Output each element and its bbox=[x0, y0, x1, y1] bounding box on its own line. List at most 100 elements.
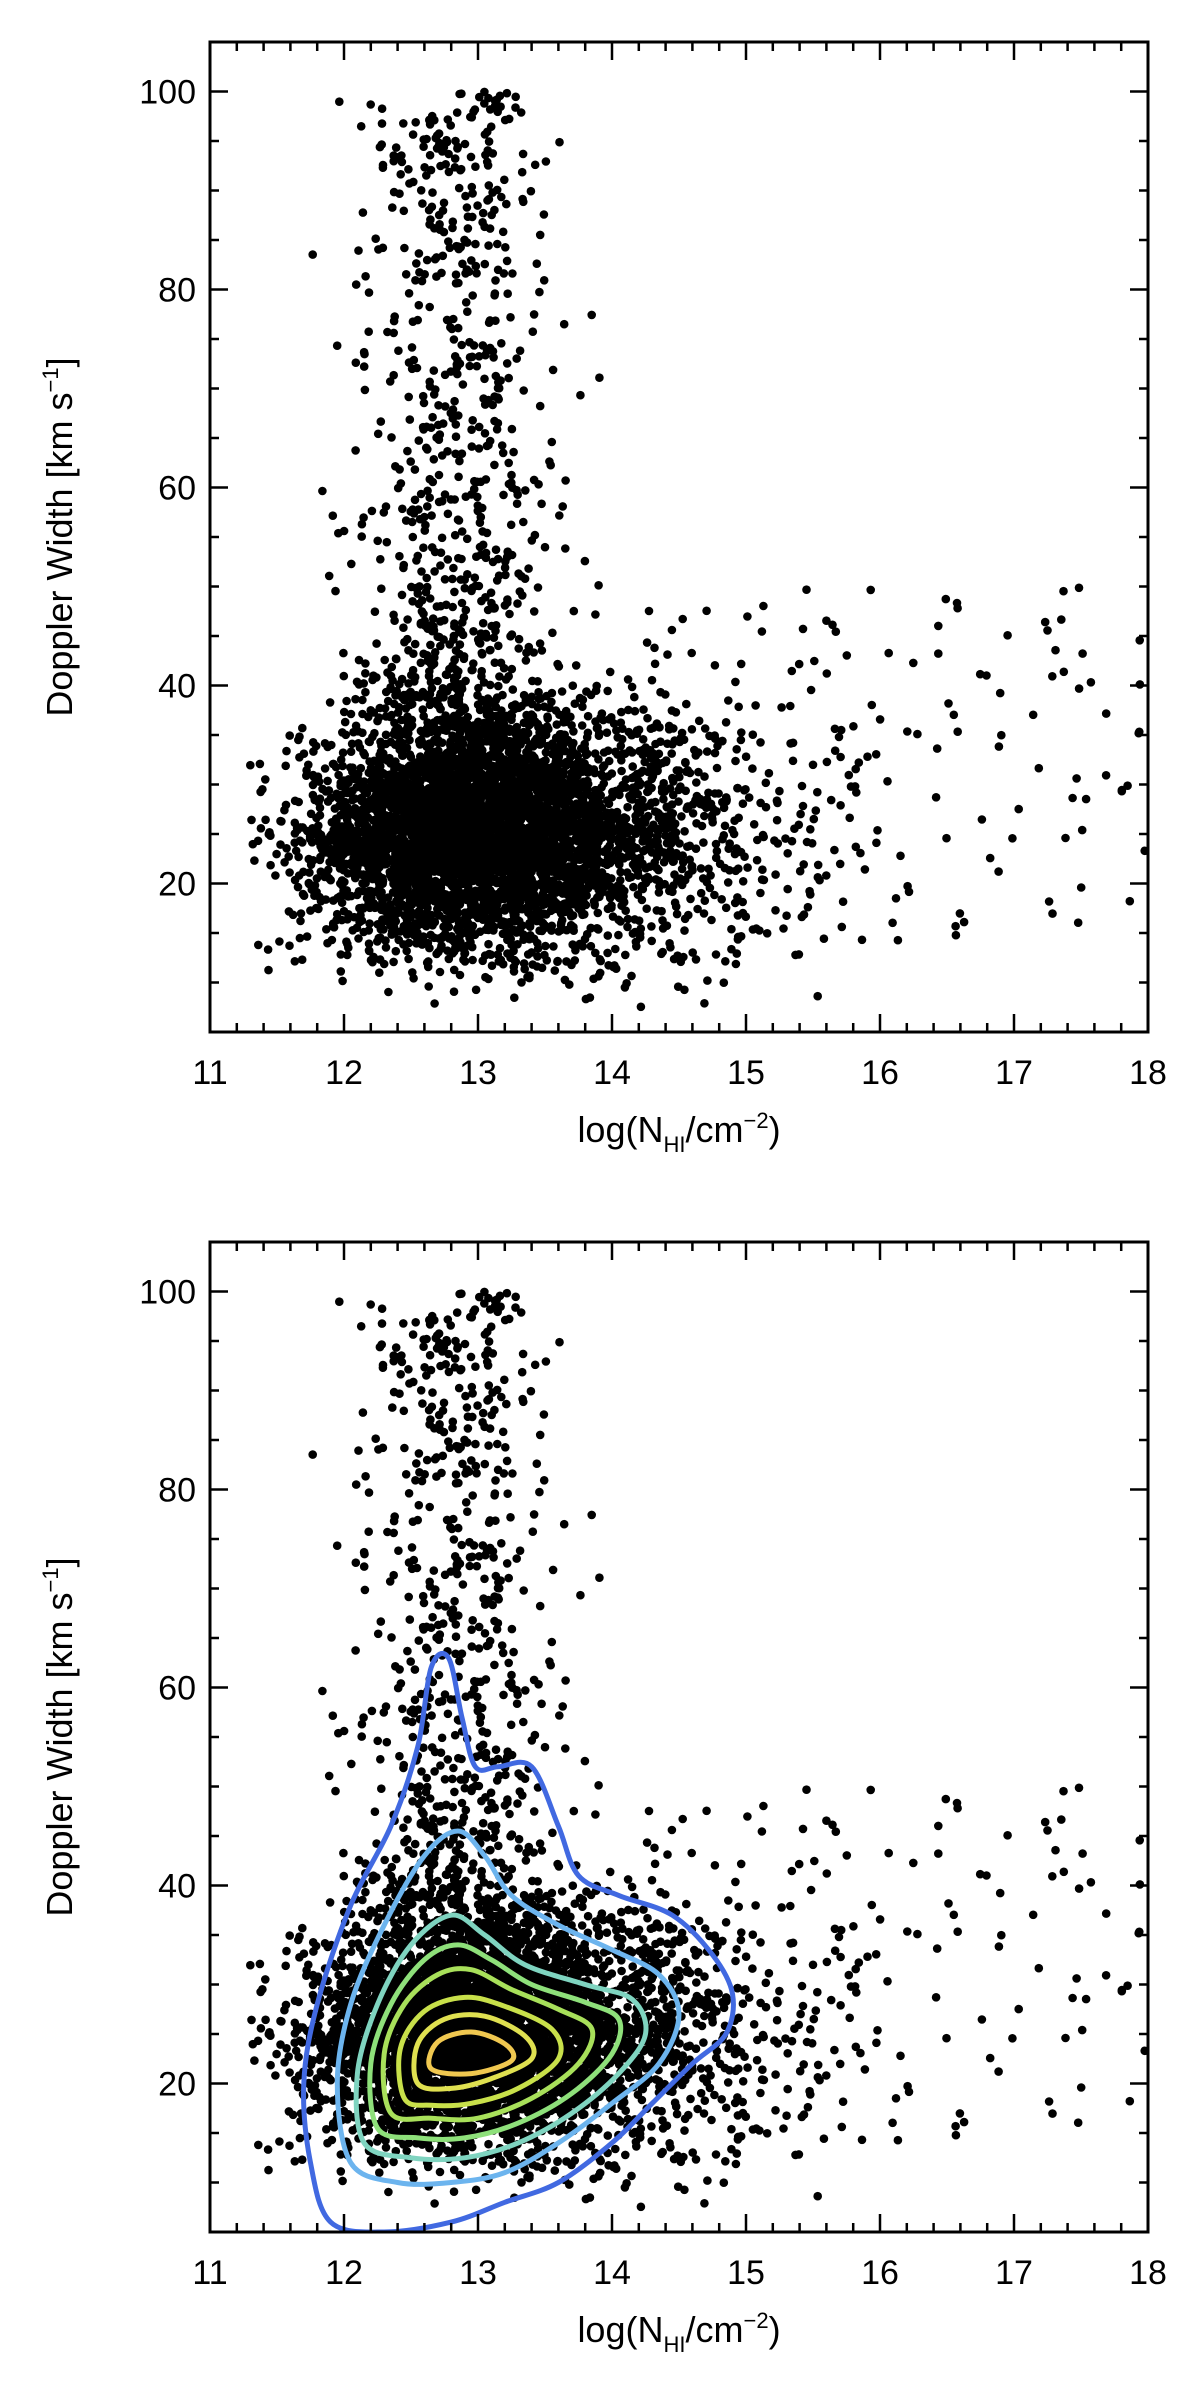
data-point bbox=[867, 700, 877, 710]
data-point bbox=[391, 811, 400, 821]
data-point bbox=[439, 635, 448, 644]
data-point bbox=[582, 733, 592, 742]
data-point bbox=[374, 713, 384, 722]
data-point bbox=[455, 456, 464, 466]
data-point bbox=[808, 760, 818, 770]
data-point bbox=[423, 502, 432, 511]
data-point bbox=[535, 230, 545, 240]
data-point bbox=[448, 574, 457, 584]
data-point bbox=[330, 804, 340, 813]
data-point bbox=[451, 420, 461, 429]
data-point bbox=[494, 681, 503, 691]
data-point bbox=[623, 675, 633, 684]
data-point bbox=[485, 645, 495, 655]
data-point bbox=[320, 764, 330, 773]
data-point bbox=[539, 276, 549, 285]
data-point bbox=[782, 911, 791, 920]
data-point bbox=[488, 188, 497, 197]
data-point bbox=[389, 957, 398, 967]
data-point bbox=[513, 599, 522, 608]
data-point bbox=[568, 681, 578, 690]
data-point bbox=[459, 654, 469, 664]
data-point bbox=[318, 784, 327, 794]
data-point bbox=[493, 722, 502, 732]
data-point bbox=[758, 830, 768, 840]
data-point bbox=[416, 489, 426, 499]
data-point bbox=[799, 860, 808, 869]
data-point bbox=[495, 943, 505, 953]
data-point bbox=[779, 924, 788, 933]
data-point bbox=[657, 817, 667, 827]
data-point bbox=[432, 272, 441, 281]
data-point bbox=[490, 416, 499, 426]
data-point bbox=[741, 752, 751, 761]
data-point bbox=[569, 606, 579, 616]
data-point bbox=[569, 776, 578, 785]
data-point bbox=[622, 979, 631, 988]
data-point bbox=[339, 671, 349, 681]
data-point bbox=[542, 884, 551, 894]
data-point bbox=[798, 624, 808, 634]
data-point bbox=[396, 170, 406, 179]
data-point bbox=[461, 191, 470, 201]
data-point bbox=[379, 508, 389, 517]
data-point bbox=[949, 710, 959, 720]
data-point bbox=[650, 643, 659, 653]
data-point bbox=[638, 735, 648, 744]
data-point bbox=[482, 157, 492, 167]
data-point bbox=[602, 728, 612, 737]
data-point bbox=[450, 396, 459, 406]
data-point bbox=[616, 867, 625, 877]
data-point bbox=[655, 723, 664, 732]
data-point bbox=[430, 224, 439, 233]
data-point bbox=[366, 776, 376, 786]
data-point bbox=[518, 194, 527, 204]
data-point bbox=[590, 899, 599, 909]
data-point bbox=[323, 776, 332, 786]
data-point bbox=[542, 956, 552, 965]
data-point bbox=[632, 942, 641, 951]
data-point bbox=[456, 626, 466, 636]
data-point bbox=[446, 121, 456, 130]
data-point bbox=[527, 692, 536, 702]
data-point bbox=[458, 380, 468, 389]
data-point bbox=[835, 859, 845, 869]
data-point bbox=[547, 921, 557, 931]
data-point bbox=[472, 269, 481, 278]
data-point bbox=[318, 486, 327, 496]
data-point bbox=[851, 842, 861, 852]
data-point bbox=[405, 750, 415, 759]
data-point bbox=[661, 831, 670, 840]
data-point bbox=[473, 492, 482, 502]
data-point bbox=[331, 762, 341, 772]
data-point bbox=[448, 217, 458, 226]
data-point bbox=[734, 702, 743, 712]
data-point bbox=[351, 446, 360, 455]
data-point bbox=[395, 189, 404, 198]
data-point bbox=[699, 909, 709, 918]
data-point bbox=[640, 757, 649, 767]
data-point bbox=[705, 731, 714, 741]
data-point bbox=[727, 944, 736, 954]
data-point bbox=[436, 689, 446, 698]
data-point bbox=[884, 648, 893, 658]
data-point bbox=[668, 740, 677, 749]
data-point bbox=[842, 651, 852, 660]
data-point bbox=[617, 766, 626, 776]
data-point bbox=[480, 374, 489, 384]
data-point bbox=[472, 361, 482, 371]
data-point bbox=[408, 317, 418, 327]
data-point bbox=[328, 922, 338, 931]
data-point bbox=[361, 687, 370, 697]
data-point bbox=[717, 895, 726, 904]
data-point bbox=[356, 122, 366, 131]
data-point bbox=[570, 956, 580, 965]
data-point bbox=[692, 819, 701, 828]
data-point bbox=[667, 706, 677, 715]
data-point bbox=[541, 748, 551, 757]
data-point bbox=[402, 946, 412, 956]
data-point bbox=[391, 462, 400, 471]
data-point bbox=[582, 687, 591, 696]
data-point bbox=[904, 887, 914, 897]
data-point bbox=[294, 797, 304, 807]
